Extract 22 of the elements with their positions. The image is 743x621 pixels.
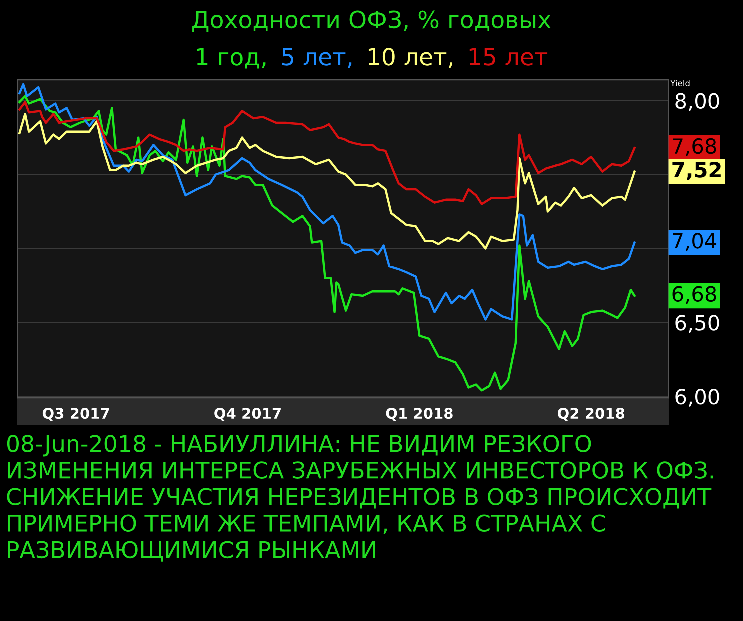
annotation: 7,52 <box>672 162 721 181</box>
y-axis-title: Yield <box>670 80 690 87</box>
x-tick-label: Q4 2017 <box>214 408 281 421</box>
annotation: 7,04 <box>673 233 717 251</box>
text: 5 лет, <box>282 48 352 68</box>
x-tick-label: Q3 2017 <box>42 408 110 421</box>
annotation: 6,68 <box>672 286 716 304</box>
x-tick-label: Q1 2018 <box>386 408 453 421</box>
text: 1 год, <box>197 48 266 69</box>
line-series <box>18 95 636 392</box>
text: 08-Jun-2018 - НАБИУЛЛИНА: НЕ ВИДИМ РЕЗКОГО ИЗМЕНЕНИЯ ИНТЕРЕСА ЗАРУБЕЖНЫХ ИНВЕСТОРОВ К ОФЗ. СНИЖЕНИЕ УЧАСТИЯ НЕРЕЗИДЕНТОВ В ОФЗ ПРОИСХОДИТ ПРИМЕРНО ТЕМИ ЖЕ ТЕМПАМИ, КАК В СТРАНАХ С РАЗВИВАЮЩИМИСЯ РЫНКАМИ <box>7 435 714 562</box>
y-tick-label: 6,00 <box>676 389 720 407</box>
annotation: 7,68 <box>673 138 716 156</box>
line-series <box>18 101 636 206</box>
chart-title: Доходности ОФЗ, % годовых <box>192 10 551 32</box>
y-tick-label: 6,50 <box>676 315 720 333</box>
line-series <box>18 113 636 250</box>
line-series <box>18 83 636 321</box>
x-tick-label: Q2 2018 <box>558 408 625 421</box>
text: 10 лет, <box>368 48 452 68</box>
y-tick-label: 8,00 <box>676 93 720 112</box>
text: 15 лет <box>470 48 548 66</box>
